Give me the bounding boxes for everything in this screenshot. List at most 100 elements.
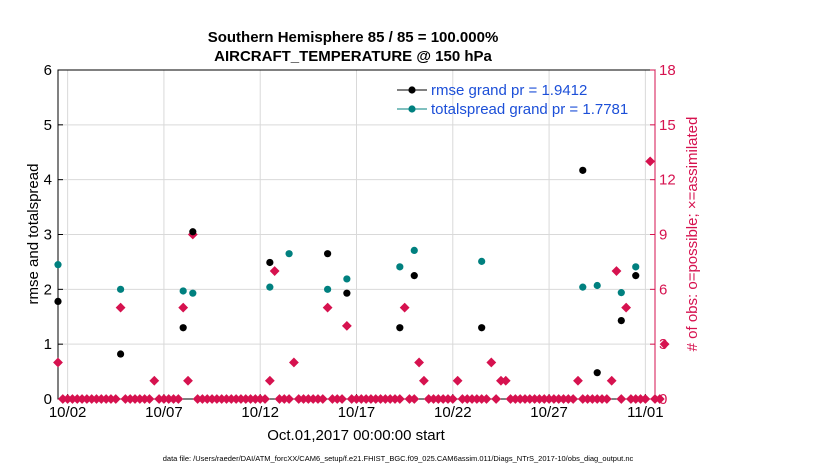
y-left-tick-label: 2 <box>44 281 52 298</box>
x-tick-label: 11/01 <box>627 404 663 421</box>
totalspread-point <box>189 289 197 297</box>
rmse-point <box>579 166 587 174</box>
obs-point <box>645 156 656 167</box>
totalspread-point <box>632 263 640 271</box>
totalspread-point <box>179 287 187 295</box>
obs-point <box>178 302 189 313</box>
grid-layer <box>58 70 655 399</box>
obs-point <box>573 375 583 386</box>
rmse-point <box>632 272 640 280</box>
obs-point <box>269 266 280 276</box>
data-file-footnote: data file: /Users/raeder/DAI/ATM_forcXX/… <box>163 454 634 463</box>
obs-point <box>149 375 160 386</box>
rmse-point <box>116 350 125 358</box>
y-right-tick-label: 9 <box>659 227 667 244</box>
obs-point <box>317 394 328 404</box>
y-left-tick-label: 6 <box>44 62 52 79</box>
x-tick-label: 10/07 <box>145 404 183 421</box>
obs-point <box>500 375 511 386</box>
rmse-point <box>410 272 418 280</box>
obs-point <box>621 302 632 313</box>
y-right-tick-label: 6 <box>659 281 667 298</box>
y-left-tick-label: 0 <box>44 391 52 408</box>
obs-point <box>452 375 463 386</box>
rmse-point <box>266 258 274 267</box>
totalspread-point <box>54 261 62 269</box>
totalspread-series <box>54 246 640 297</box>
obs-point <box>264 375 275 386</box>
totalspread-point <box>324 285 332 293</box>
y-left-tick-label: 1 <box>44 336 52 353</box>
rmse-point <box>54 297 62 305</box>
rmse-point <box>179 324 187 332</box>
y-axis-left-label: rmse and totalspread <box>25 164 42 305</box>
totalspread-point <box>579 283 587 291</box>
totalspread-point <box>410 246 418 255</box>
totalspread-point <box>593 281 601 290</box>
obs-point <box>611 266 622 276</box>
legend-spread-label: totalspread grand pr = 1.7781 <box>431 101 628 118</box>
x-tick-label: 10/27 <box>530 404 568 421</box>
legend-rmse-label: rmse grand pr = 1.9412 <box>431 82 587 99</box>
obs-point <box>399 302 410 313</box>
obs-point <box>394 394 405 404</box>
y-axis-right-label: # of obs: o=possible; ×=assimilated <box>684 117 701 352</box>
obs-point <box>418 375 429 386</box>
obs-point <box>337 394 347 404</box>
y-right-tick-label: 15 <box>659 117 676 134</box>
obs-point <box>173 394 184 404</box>
obs-point <box>341 320 352 331</box>
totalspread-point <box>478 257 486 265</box>
obs-point <box>409 394 420 404</box>
obs-point <box>654 394 665 404</box>
y-right-tick-label: 12 <box>659 172 676 189</box>
obs-point <box>659 339 670 350</box>
rmse-point <box>324 250 332 258</box>
legend-rmse-marker <box>408 86 416 94</box>
obs-point <box>640 394 651 404</box>
obs-point <box>284 394 295 404</box>
obs-point <box>414 357 424 368</box>
rmse-point <box>478 324 486 332</box>
obs-point <box>322 302 333 313</box>
obs-point <box>447 394 458 404</box>
obs-point <box>115 302 126 313</box>
legend-spread-marker <box>408 105 416 113</box>
y-right-tick-label: 18 <box>659 62 676 79</box>
obs-point <box>491 394 502 404</box>
chart-title: Southern Hemisphere 85 / 85 = 100.000% <box>208 29 499 46</box>
obs-point <box>110 394 121 404</box>
totalspread-point <box>396 263 404 271</box>
obs-point <box>601 394 612 404</box>
obs-point <box>260 394 270 404</box>
x-tick-label: 10/22 <box>434 404 472 421</box>
x-axis: 10/02 10/07 10/12 10/17 10/22 10/27 11/01 <box>49 394 664 421</box>
legend: rmse grand pr = 1.9412 totalspread grand… <box>397 82 628 118</box>
y-left-tick-label: 3 <box>44 227 52 244</box>
rmse-point <box>189 228 197 236</box>
totalspread-point <box>266 283 274 291</box>
totalspread-point <box>343 275 351 283</box>
obs-point <box>616 394 627 404</box>
obs-point <box>53 357 63 368</box>
chart-subtitle: AIRCRAFT_TEMPERATURE @ 150 hPa <box>214 48 492 65</box>
y-axis-right: 0369121518 <box>650 62 676 408</box>
rmse-point <box>617 316 625 325</box>
rmse-point <box>396 324 404 332</box>
obs-point <box>606 375 617 386</box>
rmse-series <box>54 166 640 377</box>
obs-point <box>568 394 579 404</box>
totalspread-point <box>116 285 125 293</box>
rmse-point <box>343 289 351 297</box>
obs-point <box>481 394 492 404</box>
obs-point <box>183 375 193 386</box>
x-tick-label: 10/17 <box>338 404 376 421</box>
obs-point <box>144 394 155 404</box>
obs-point <box>486 357 497 368</box>
x-tick-label: 10/02 <box>49 404 87 421</box>
rmse-point <box>593 369 601 377</box>
x-axis-label: Oct.01,2017 00:00:00 start <box>267 427 445 444</box>
obs-series <box>53 156 670 404</box>
y-left-tick-label: 4 <box>44 172 52 189</box>
